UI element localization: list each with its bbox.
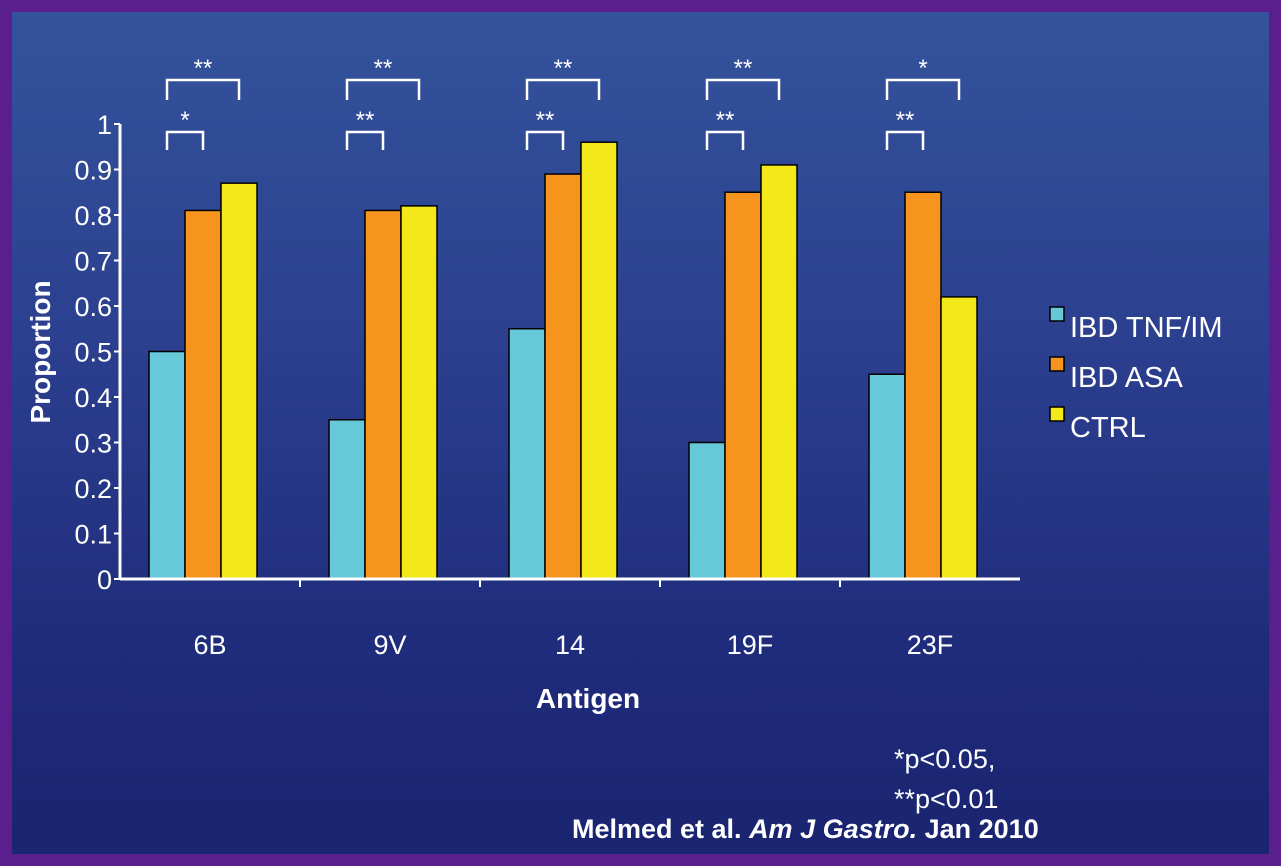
- x-category-label: 9V: [373, 630, 406, 660]
- slide: 0 0.1 0.2 0.3 0.4 0.5 0.6 0.7 0.8 0.9 1 6B 9V 14 19F 23…: [12, 12, 1269, 854]
- y-tick-label: 0.2: [74, 474, 112, 504]
- bar-chart: 0 0.1 0.2 0.3 0.4 0.5 0.6 0.7 0.8 0.9 1 6B 9V 14 19F 23…: [25, 55, 1223, 714]
- legend-label: IBD ASA: [1070, 362, 1183, 394]
- y-tick-label: 0.8: [74, 201, 112, 231]
- bar-14-2: [580, 141, 618, 580]
- p-value-note-single: *p<0.05,: [894, 744, 996, 774]
- citation-journal: Am J Gastro.: [749, 814, 918, 844]
- legend-label: IBD TNF/IM: [1070, 312, 1223, 344]
- significance-label-upper: **: [554, 55, 573, 82]
- bar-19f-1: [724, 191, 762, 580]
- bar-6b-1: [184, 209, 222, 580]
- legend-swatch: [1049, 306, 1065, 322]
- x-axis-title: Antigen: [536, 683, 640, 714]
- y-tick-label: 0: [97, 565, 112, 595]
- significance-bracket-lower: [345, 130, 385, 150]
- bar-14-1: [544, 173, 582, 580]
- legend-swatch: [1049, 406, 1065, 422]
- bar-9v-1: [364, 209, 402, 580]
- significance-bracket-upper: [885, 78, 961, 100]
- y-tick-label: 1: [97, 110, 112, 140]
- significance-bracket-lower: [705, 130, 745, 150]
- bar-23f-1: [904, 191, 942, 580]
- citation-authors: Melmed et al.: [572, 814, 750, 844]
- bar-14-0: [508, 328, 546, 580]
- bar-23f-2: [940, 296, 978, 580]
- bar-9v-2: [400, 205, 438, 580]
- bar-19f-2: [760, 164, 798, 580]
- y-tick-label: 0.6: [74, 292, 112, 322]
- legend-swatch: [1049, 356, 1065, 372]
- y-tick-label: 0.5: [74, 338, 112, 368]
- significance-label-upper: *: [918, 55, 927, 82]
- bar-23f-0: [868, 373, 906, 580]
- significance-label-upper: **: [374, 55, 393, 82]
- significance-label-lower: **: [356, 107, 375, 134]
- p-value-note-double: **p<0.01: [894, 784, 999, 814]
- significance-bracket-upper: [165, 78, 241, 100]
- significance-label-upper: **: [734, 55, 753, 82]
- bar-19f-0: [688, 441, 726, 580]
- y-tick-label: 0.1: [74, 520, 112, 550]
- bar-6b-0: [148, 350, 186, 580]
- y-tick-label: 0.4: [74, 383, 112, 413]
- significance-bracket-upper: [705, 78, 781, 100]
- significance-bracket-upper: [345, 78, 421, 100]
- significance-bracket-lower: [885, 130, 925, 150]
- significance-bracket-lower: [165, 130, 205, 150]
- y-axis-title: Proportion: [25, 280, 56, 423]
- x-category-label: 19F: [727, 630, 774, 660]
- x-category-label: 23F: [907, 630, 954, 660]
- significance-bracket-lower: [525, 130, 565, 150]
- x-category-label: 14: [555, 630, 585, 660]
- citation-date: Jan 2010: [917, 814, 1039, 844]
- significance-bracket-upper: [525, 78, 601, 100]
- significance-label-lower: **: [716, 107, 735, 134]
- bar-6b-2: [220, 182, 258, 580]
- bar-9v-0: [328, 419, 366, 580]
- significance-label-lower: **: [896, 107, 915, 134]
- y-tick-label: 0.7: [74, 247, 112, 277]
- y-tick-label: 0.3: [74, 429, 112, 459]
- x-category-label: 6B: [193, 630, 226, 660]
- legend-label: CTRL: [1070, 412, 1146, 444]
- significance-label-lower: **: [536, 107, 555, 134]
- citation: Melmed et al. Am J Gastro. Jan 2010: [572, 814, 1039, 845]
- significance-label-lower: *: [180, 107, 189, 134]
- significance-label-upper: **: [194, 55, 213, 82]
- y-tick-label: 0.9: [74, 156, 112, 186]
